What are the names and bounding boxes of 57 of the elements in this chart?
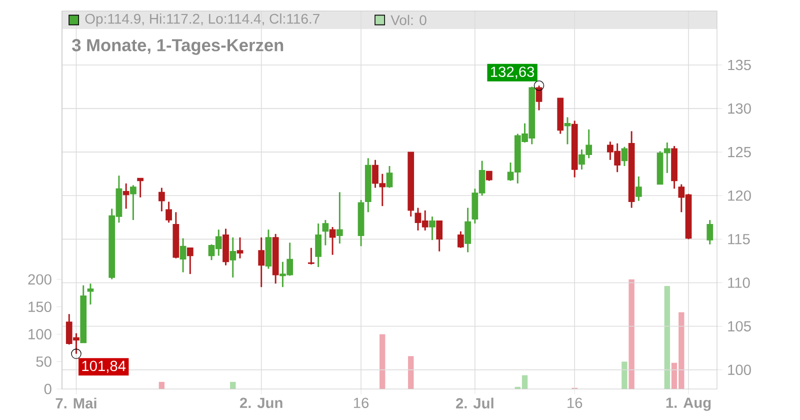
x-tick-label: 16: [568, 398, 582, 408]
x-tick-label: 2. Jun: [240, 398, 282, 408]
candlestick: [536, 84, 542, 112]
candlestick: [180, 238, 186, 274]
y-tick-label: 100: [728, 364, 751, 376]
y2-tick-label: 200: [28, 274, 52, 285]
candlestick: [87, 282, 94, 306]
candlestick: [486, 170, 492, 182]
candlestick: [429, 216, 436, 241]
bar: [408, 356, 414, 389]
candlestick: [329, 226, 336, 256]
y-tick-label: 105: [728, 321, 751, 332]
bar: [664, 286, 670, 389]
candlestick: [322, 219, 329, 246]
y2-tick-label: 0: [44, 384, 52, 394]
candlestick: [186, 247, 194, 275]
candlestick: [436, 220, 443, 252]
candlestick: [636, 176, 642, 202]
y-tick-label: 130: [728, 103, 751, 114]
y-tick-label: 120: [728, 190, 751, 201]
candlestick: [258, 236, 265, 288]
candlestick: [386, 165, 393, 189]
candlestick: [230, 236, 236, 278]
bar: [671, 362, 678, 389]
y2-tick-label: 100: [28, 329, 52, 340]
y-tick-label: 135: [728, 60, 751, 70]
candlestick: [158, 187, 165, 212]
text: 3 Monate, 1-Tages-Kerzen: [72, 39, 284, 55]
candlestick: [122, 182, 130, 210]
candlestick: [458, 230, 464, 249]
y2-tick-label: 50: [36, 356, 52, 367]
x-tick-label: 7. Mai: [56, 398, 96, 408]
x-tick-label: 16: [354, 398, 369, 408]
y-tick-label: 110: [728, 278, 750, 288]
y-tick-label: 115: [728, 234, 750, 244]
candlestick: [236, 236, 244, 260]
annotation: 132,63: [490, 66, 534, 79]
annotation: 101,84: [82, 360, 126, 373]
legend-label: Op:114.9, Hi:117.2, Lo:114.4, Cl:116.7: [85, 13, 320, 27]
bar: [380, 334, 386, 389]
y-tick-label: 125: [728, 146, 751, 158]
candlestick: [706, 219, 714, 246]
bar: [628, 279, 634, 389]
bar: [622, 362, 628, 389]
candlestick: [308, 247, 314, 266]
x-tick-label: 2. Jul: [456, 398, 494, 408]
candlestick: [464, 207, 471, 253]
x-tick-label: 1. Aug: [666, 398, 711, 411]
legend-label: Vol: 0: [390, 14, 426, 26]
candlestick: [166, 200, 172, 224]
candlestick: [137, 177, 144, 198]
candlestick: [621, 146, 628, 167]
candlestick: [315, 222, 322, 268]
candlestick: [336, 191, 343, 244]
candlestick: [130, 184, 136, 221]
y2-tick-label: 150: [28, 302, 52, 312]
candlestick: [564, 116, 571, 145]
